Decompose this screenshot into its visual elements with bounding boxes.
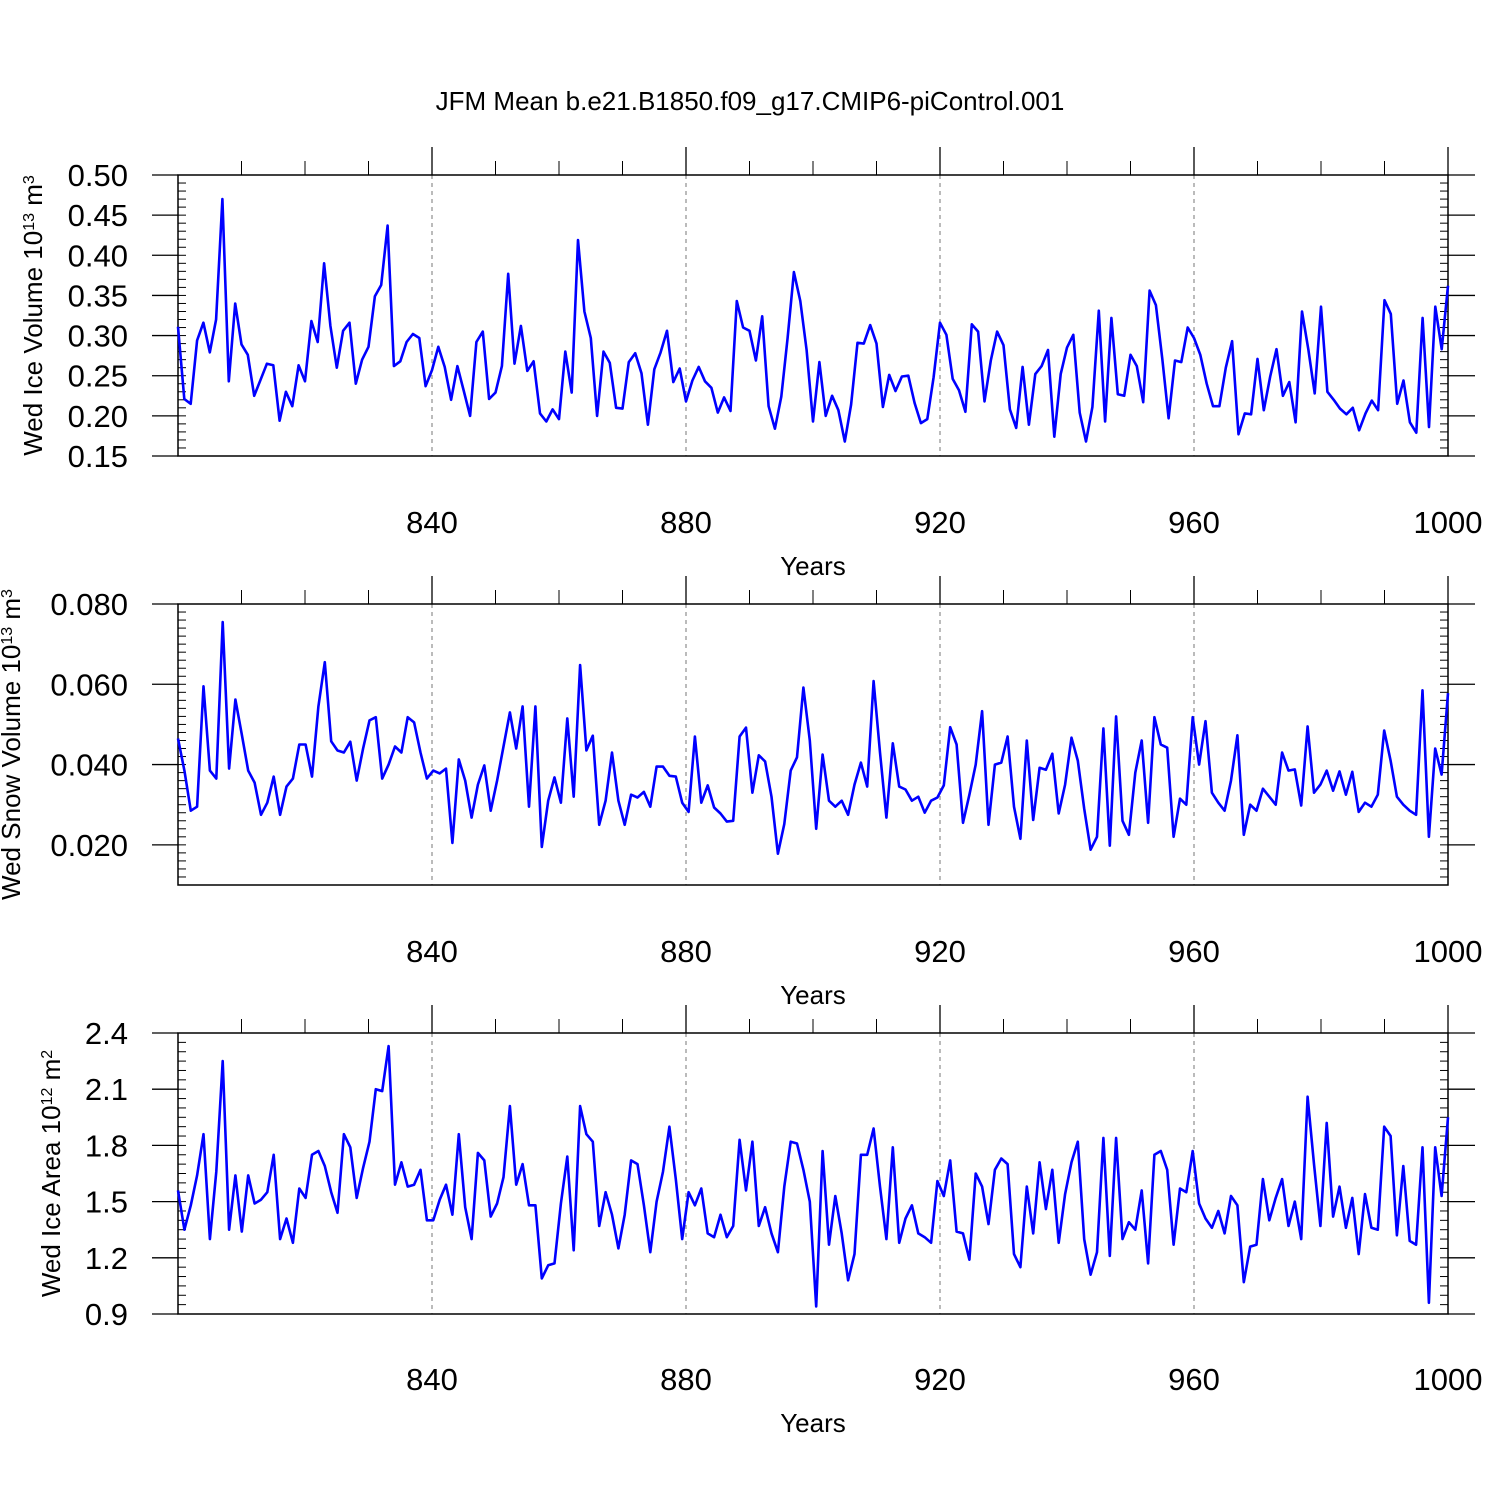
y-tick-label: 0.45	[68, 198, 128, 233]
y-tick-label: 0.50	[68, 158, 128, 193]
series-line	[176, 1044, 1450, 1308]
y-tick-label: 0.40	[68, 238, 128, 273]
y-tick-label: 0.35	[68, 278, 128, 313]
y-axis-title-superscript: 3	[21, 175, 38, 184]
x-axis-title: Years	[780, 551, 846, 581]
panel-ice-volume: 0.15 0.20 0.25 0.30 0.35 0.40 0.45 0.50 840 880 92…	[18, 147, 1482, 581]
y-tick-label: 0.20	[68, 399, 128, 434]
y-tick-label: 0.25	[68, 359, 128, 394]
y-tick-label: 2.1	[85, 1072, 128, 1107]
x-tick-label: 840	[406, 1362, 458, 1397]
x-tick-label: 920	[914, 505, 966, 540]
x-tick-label: 920	[914, 934, 966, 969]
y-tick-label: 0.060	[50, 667, 128, 702]
x-tick-label: 880	[660, 1362, 712, 1397]
y-tick-label: 0.020	[50, 828, 128, 863]
figure-title: JFM Mean b.e21.B1850.f09_g17.CMIP6-piCon…	[436, 86, 1065, 116]
y-tick-label: 1.8	[85, 1128, 128, 1163]
y-tick-label: 1.2	[85, 1241, 128, 1276]
x-tick-label: 840	[406, 505, 458, 540]
y-tick-label: 0.040	[50, 748, 128, 783]
x-tick-label: 1000	[1414, 934, 1483, 969]
y-tick-label: 0.9	[85, 1297, 128, 1332]
y-tick-label: 0.15	[68, 439, 128, 474]
y-tick-label: 0.080	[50, 587, 128, 622]
plot-frame	[177, 174, 1449, 457]
y-axis-title-superscript: 2	[39, 1050, 56, 1059]
x-tick-label: 960	[1168, 934, 1220, 969]
x-axis-title: Years	[780, 1408, 846, 1438]
y-axis-title-part: Wed Ice Area 10	[36, 1105, 66, 1297]
y-axis-title-superscript: 12	[39, 1088, 56, 1106]
x-tick-label: 840	[406, 934, 458, 969]
x-tick-label: 1000	[1414, 1362, 1483, 1397]
y-axis-title: Wed Ice Volume 1013 m3	[18, 175, 48, 456]
y-axis-title: Wed Snow Volume 1013 m3	[0, 589, 26, 900]
y-axis-title: Wed Ice Area 1012 m2	[36, 1050, 66, 1297]
y-axis-title-superscript: 13	[0, 627, 16, 645]
x-tick-label: 880	[660, 934, 712, 969]
panel-ice-area: 0.9 1.2 1.5 1.8 2.1 2.4 840 880 920 960 1000 Years W…	[36, 1005, 1482, 1438]
y-axis-title-part: m	[18, 184, 48, 213]
y-axis-title-part: m	[36, 1059, 66, 1088]
x-tick-label: 960	[1168, 1362, 1220, 1397]
x-axis-title: Years	[780, 980, 846, 1010]
x-tick-label: 1000	[1414, 505, 1483, 540]
y-axis-title-superscript: 13	[21, 213, 38, 231]
series-line	[176, 620, 1450, 856]
y-tick-label: 2.4	[85, 1016, 128, 1051]
y-tick-label: 1.5	[85, 1185, 128, 1220]
y-axis-title-part: Wed Snow Volume 10	[0, 645, 26, 900]
x-tick-label: 960	[1168, 505, 1220, 540]
x-tick-label: 920	[914, 1362, 966, 1397]
y-axis-title-superscript: 3	[0, 589, 16, 598]
y-axis-title-part: m	[0, 598, 26, 627]
panel-snow-volume: 0.020 0.040 0.060 0.080 840 880 920 960 1000 Year…	[0, 576, 1482, 1010]
plot-frame	[177, 603, 1449, 886]
x-tick-label: 880	[660, 505, 712, 540]
plot-frame	[177, 1032, 1449, 1315]
y-tick-label: 0.30	[68, 319, 128, 354]
y-axis-title-part: Wed Ice Volume 10	[18, 231, 48, 456]
series-line	[176, 197, 1450, 443]
